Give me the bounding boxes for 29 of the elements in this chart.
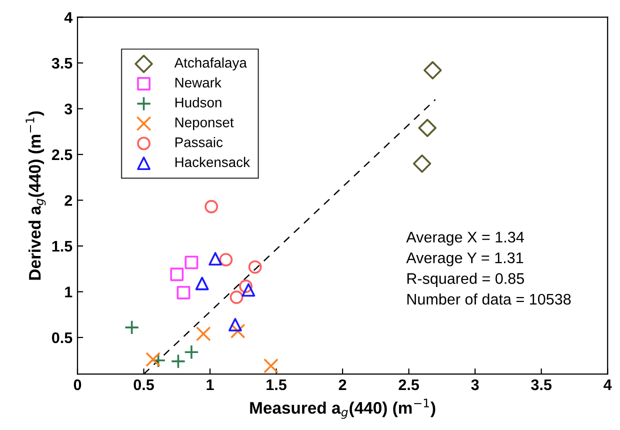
annotation: Average Y = 1.31	[406, 252, 524, 266]
x-tick-label: 0.5	[134, 379, 154, 390]
legend-label: Hudson	[175, 97, 222, 108]
legend-label: Hackensack	[175, 156, 250, 168]
x-tick-label: 1	[206, 380, 214, 390]
legend-label: Atchafalaya	[174, 57, 247, 70]
x-tick-label: 2	[338, 379, 346, 390]
x-tick-label: 2.5	[398, 379, 420, 390]
y-axis-title: Derived a$_{g}$(440) (m$^{−1}$)	[26, 111, 46, 280]
legend-label: Neponset	[175, 118, 234, 130]
x-tick-label: 0	[74, 379, 82, 390]
x-tick-label: 3	[471, 379, 479, 390]
annotation: Number of data = 10538	[407, 293, 571, 305]
x-axis-title: Measured a$_{g}$(440) (m$^{−1}$)	[250, 398, 436, 419]
y-tick-label: 0.5	[52, 332, 72, 344]
y-tick-label: 2	[64, 195, 72, 206]
y-tick-label: 1.5	[52, 241, 72, 252]
x-tick-label: 4	[604, 380, 612, 390]
x-tick-label: 3.5	[531, 379, 552, 390]
y-tick-label: 3	[64, 104, 72, 114]
legend-label: Passaic	[175, 137, 223, 148]
x-tick-label: 1.5	[266, 380, 286, 390]
legend-label: Newark	[175, 77, 222, 88]
annotation: R-squared = 0.85	[407, 272, 524, 287]
y-tick-label: 2.5	[52, 149, 72, 160]
y-tick-label: 3.5	[52, 58, 72, 69]
annotation: Average X = 1.34	[406, 232, 524, 246]
y-tick-label: 1	[65, 286, 72, 298]
y-tick-label: 4	[64, 12, 73, 23]
